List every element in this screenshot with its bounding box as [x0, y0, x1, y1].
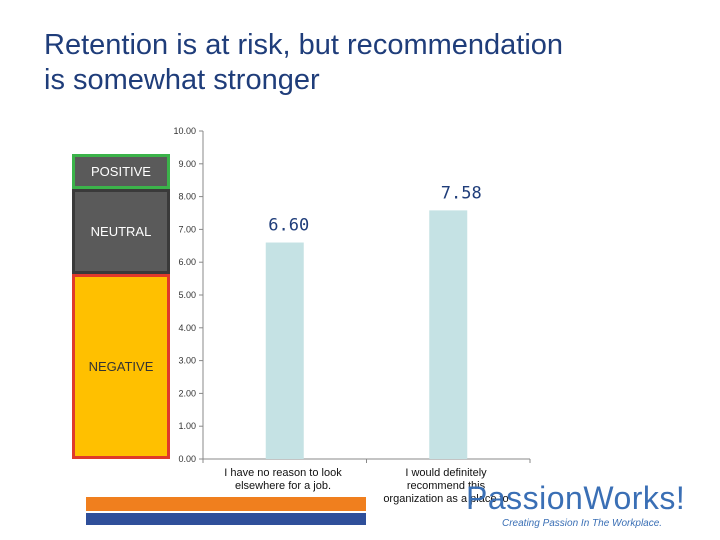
logo-tagline: Creating Passion In The Workplace.: [502, 518, 663, 529]
y-tick-label: 7.00: [178, 224, 196, 234]
title-line-2: is somewhat stronger: [44, 64, 320, 96]
passionworks-logo: PassionWorks! Creating Passion In The Wo…: [466, 480, 716, 536]
y-tick-label: 9.00: [178, 159, 196, 169]
category-label-2-line-2: recommend this: [406, 480, 486, 492]
category-label-2-line-1: I would definitely: [405, 467, 487, 479]
bar-value-label: 6.60: [268, 216, 309, 236]
y-tick-label: 4.00: [178, 323, 196, 333]
positive-zone-label: POSITIVE: [91, 164, 151, 179]
y-tick-label: 1.00: [178, 421, 196, 431]
y-tick-label: 5.00: [178, 290, 196, 300]
page-title: Retention is at risk, but recommendation…: [44, 28, 704, 98]
negative-zone: NEGATIVE: [72, 274, 170, 459]
footer-blue-strip: [86, 513, 366, 525]
title-line-1: Retention is at risk, but recommendation: [44, 29, 564, 61]
y-tick-label: 3.00: [178, 356, 196, 366]
y-tick-label: 8.00: [178, 192, 196, 202]
bar: [429, 210, 468, 459]
category-label-2: I would definitely recommend this organi…: [371, 467, 521, 506]
footer-orange-strip: [86, 497, 366, 511]
y-tick-label: 0.00: [178, 454, 196, 464]
negative-zone-label: NEGATIVE: [88, 359, 154, 374]
neutral-zone: NEUTRAL: [72, 189, 170, 274]
bar-value-label: 7.58: [441, 183, 482, 203]
logo-name: PassionWorks!: [466, 480, 686, 516]
category-label-1-line-2: elsewhere for a job.: [235, 480, 331, 492]
y-tick-label: 6.00: [178, 257, 196, 267]
category-label-1: I have no reason to look elsewhere for a…: [208, 467, 358, 493]
bar: [265, 242, 304, 459]
category-label-1-line-1: I have no reason to look: [224, 467, 342, 479]
category-label-2-line-3: organization as a place to: [383, 493, 509, 505]
positive-zone: POSITIVE: [72, 154, 170, 189]
y-tick-label: 2.00: [178, 388, 196, 398]
neutral-zone-label: NEUTRAL: [90, 224, 152, 239]
y-tick-label: 10.00: [173, 126, 196, 136]
